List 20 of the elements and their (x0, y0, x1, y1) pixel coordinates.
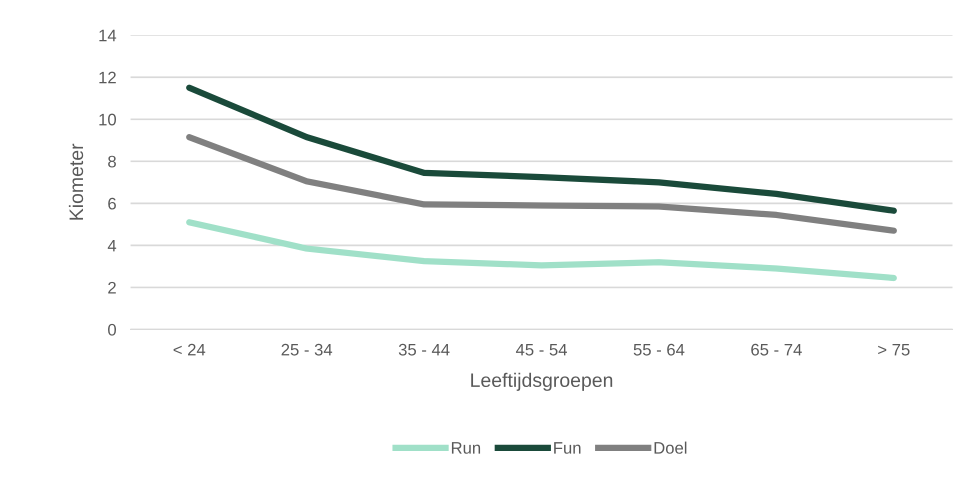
legend-label: Run (452, 442, 480, 454)
x-tick-label: 55 - 64 (634, 344, 684, 356)
y-tick-label: 8 (108, 156, 116, 168)
x-tick-label: 25 - 34 (282, 344, 332, 356)
x-tick-label: < 24 (174, 344, 206, 356)
legend-label: Fun (554, 442, 580, 454)
y-tick-label: 14 (99, 30, 116, 42)
y-tick-label: 4 (108, 240, 116, 252)
legend-label: Doel (654, 442, 686, 454)
x-tick-label: 65 - 74 (751, 344, 802, 356)
x-tick-label: 35 - 44 (398, 344, 450, 356)
y-tick-label: 10 (99, 114, 116, 126)
y-tick-label: 2 (108, 282, 116, 294)
y-tick-label: 12 (99, 72, 116, 84)
x-axis-title: Leeftijdsgroepen (471, 372, 612, 391)
y-tick-label: 0 (108, 324, 116, 336)
x-tick-label: 45 - 54 (516, 344, 567, 356)
y-axis-title: Kiometer (68, 144, 84, 220)
x-tick-label: > 75 (878, 344, 910, 356)
y-tick-label: 6 (108, 198, 116, 210)
